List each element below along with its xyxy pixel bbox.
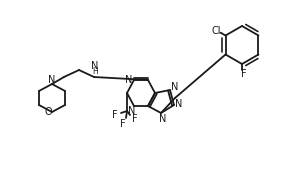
Text: F: F — [112, 110, 118, 120]
Text: F: F — [241, 68, 247, 79]
Text: N: N — [125, 75, 132, 85]
Text: N: N — [175, 99, 183, 109]
Text: H: H — [92, 67, 98, 76]
Text: N: N — [159, 114, 167, 123]
Text: N: N — [48, 74, 56, 85]
Text: O: O — [44, 107, 52, 117]
Text: F: F — [132, 114, 138, 124]
Text: N: N — [171, 82, 179, 92]
Text: N: N — [128, 106, 136, 116]
Text: N: N — [91, 61, 99, 71]
Text: Cl: Cl — [211, 26, 221, 36]
Text: F: F — [120, 119, 126, 129]
